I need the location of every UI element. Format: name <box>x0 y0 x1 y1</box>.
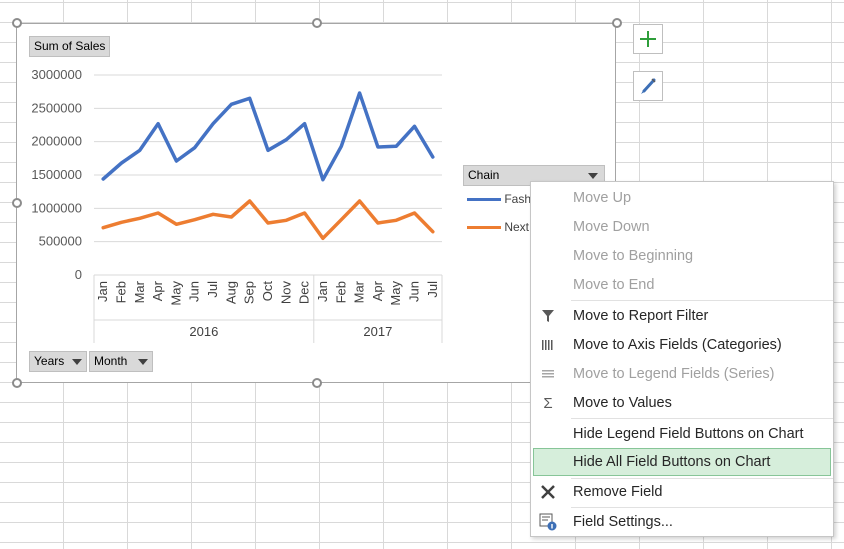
chart-plot-area: 3000000 2500000 2000000 1500000 1000000 50000… <box>31 67 443 343</box>
x-tick-label: Aug <box>223 281 238 304</box>
menu-item-hide-all-field-buttons[interactable]: Hide All Field Buttons on Chart <box>533 448 831 476</box>
legend-field-label: Chain <box>468 168 500 182</box>
field-settings-icon <box>539 513 557 531</box>
y-tick-label: 0 <box>75 267 82 282</box>
year-group-label: 2016 <box>189 324 218 339</box>
menu-label-hide-all-field-buttons: Hide All Field Buttons on Chart <box>573 454 771 470</box>
chart-elements-button[interactable] <box>633 24 663 54</box>
context-menu: Move Up Move Down Move to Beginning Move… <box>530 181 834 537</box>
series-line-2 <box>101 199 435 241</box>
legend-fields-icon <box>539 365 557 383</box>
y-tick-label: 2000000 <box>31 134 82 149</box>
x-tick-label: Jun <box>187 281 202 302</box>
menu-item-move-to-legend-fields[interactable]: Move to Legend Fields (Series) <box>533 360 831 388</box>
x-tick-label: Apr <box>370 280 385 301</box>
menu-item-move-down[interactable]: Move Down <box>533 213 831 241</box>
chevron-down-icon <box>588 173 598 179</box>
plus-icon <box>640 31 656 47</box>
y-tick-label: 1500000 <box>31 167 82 182</box>
menu-separator <box>571 300 833 301</box>
legend-label-1: Fash <box>504 192 532 206</box>
menu-label-move-to-report-filter: Move to Report Filter <box>573 308 709 324</box>
x-tick-label: Oct <box>260 281 275 302</box>
month-field-label: Month <box>94 354 128 368</box>
menu-label-move-down: Move Down <box>573 219 650 235</box>
menu-label-move-to-axis-fields: Move to Axis Fields (Categories) <box>573 337 782 353</box>
menu-label-move-to-beginning: Move to Beginning <box>573 248 694 264</box>
menu-item-field-settings[interactable]: Field Settings... <box>533 508 831 536</box>
x-tick-label: Jul <box>425 281 440 298</box>
legend-entry-2: Next <box>467 220 529 234</box>
menu-item-move-up[interactable]: Move Up <box>533 184 831 212</box>
x-tick-label: Sep <box>242 281 257 304</box>
filter-icon <box>539 307 557 325</box>
x-tick-label: Feb <box>113 281 128 303</box>
menu-item-move-to-report-filter[interactable]: Move to Report Filter <box>533 302 831 330</box>
x-tick-label: Jan <box>95 281 110 302</box>
y-tick-label: 2500000 <box>31 100 82 115</box>
month-field-button[interactable]: Month <box>89 351 153 372</box>
menu-label-move-to-end: Move to End <box>573 277 655 293</box>
axis-fields-icon <box>539 336 557 354</box>
menu-item-hide-legend-field-buttons[interactable]: Hide Legend Field Buttons on Chart <box>533 420 831 448</box>
legend-entry-1: Fash <box>467 192 531 206</box>
menu-label-move-to-legend-fields: Move to Legend Fields (Series) <box>573 366 775 382</box>
y-tick-label: 500000 <box>39 234 82 249</box>
x-tick-label: Jan <box>315 281 330 302</box>
menu-label-move-to-values: Move to Values <box>573 395 672 411</box>
menu-item-move-to-axis-fields[interactable]: Move to Axis Fields (Categories) <box>533 331 831 359</box>
y-tick-label: 1000000 <box>31 200 82 215</box>
menu-label-move-up: Move Up <box>573 190 632 206</box>
resize-handle-top[interactable] <box>312 18 322 28</box>
values-field-label: Sum of Sales <box>34 39 106 53</box>
x-tick-label: Jun <box>407 281 422 302</box>
menu-label-remove-field: Remove Field <box>573 484 663 500</box>
resize-handle-bottom-left[interactable] <box>12 378 22 388</box>
legend-swatch-blue <box>467 198 501 202</box>
chevron-down-icon <box>138 359 148 365</box>
series-line-1 <box>101 91 435 182</box>
sigma-icon: Σ <box>543 394 553 412</box>
values-field-button[interactable]: Sum of Sales <box>29 36 111 57</box>
menu-item-move-to-values[interactable]: Σ Move to Values <box>533 389 831 417</box>
legend-swatch-orange <box>467 226 501 230</box>
menu-label-field-settings: Field Settings... <box>573 514 673 530</box>
x-tick-label: Feb <box>333 281 348 303</box>
legend-label-2: Next <box>504 220 530 234</box>
years-field-button[interactable]: Years <box>29 351 87 372</box>
paintbrush-icon <box>641 78 656 94</box>
menu-item-move-to-beginning[interactable]: Move to Beginning <box>533 242 831 270</box>
resize-handle-top-right[interactable] <box>612 18 622 28</box>
x-tick-label: Nov <box>278 281 293 305</box>
remove-icon <box>539 483 557 501</box>
y-tick-label: 3000000 <box>31 67 82 82</box>
chart-styles-button[interactable] <box>633 71 663 101</box>
years-field-label: Years <box>34 354 65 368</box>
x-tick-label: Mar <box>352 280 367 303</box>
menu-separator <box>571 418 833 419</box>
menu-separator <box>571 507 833 508</box>
x-tick-label: Apr <box>150 280 165 301</box>
menu-label-hide-legend-field-buttons: Hide Legend Field Buttons on Chart <box>573 426 804 442</box>
x-tick-label: May <box>388 281 403 306</box>
x-tick-label: Mar <box>132 280 147 303</box>
menu-item-move-to-end[interactable]: Move to End <box>533 271 831 299</box>
menu-item-remove-field[interactable]: Remove Field <box>533 478 831 506</box>
year-group-label: 2017 <box>363 324 392 339</box>
resize-handle-bottom[interactable] <box>312 378 322 388</box>
x-tick-label: May <box>168 281 183 306</box>
resize-handle-left[interactable] <box>12 198 22 208</box>
menu-separator <box>571 478 833 479</box>
resize-handle-top-left[interactable] <box>12 18 22 28</box>
pivot-chart[interactable]: 3000000 2500000 2000000 1500000 1000000 50000… <box>16 23 616 383</box>
chevron-down-icon <box>72 359 82 365</box>
x-tick-label: Jul <box>205 281 220 298</box>
x-tick-label: Dec <box>297 281 312 305</box>
